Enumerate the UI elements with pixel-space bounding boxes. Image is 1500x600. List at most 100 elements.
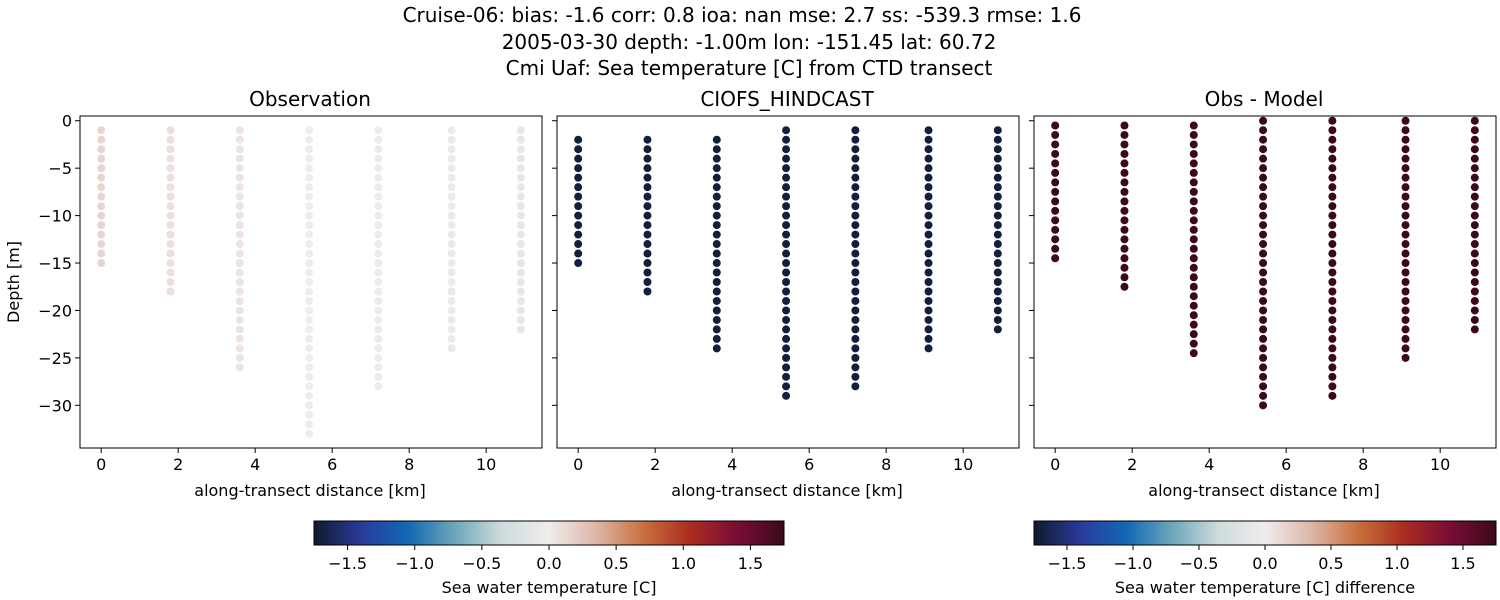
data-point	[643, 221, 652, 230]
colorbar-tick-label: 0.5	[603, 554, 628, 573]
data-point	[447, 164, 456, 173]
x-tick-label: 4	[727, 455, 737, 474]
data-point	[1120, 159, 1129, 168]
data-point	[1470, 287, 1479, 296]
data-point	[782, 240, 791, 249]
data-point	[166, 211, 175, 220]
data-point	[1259, 259, 1268, 268]
data-point	[1328, 116, 1337, 125]
data-point	[643, 202, 652, 211]
data-point	[782, 353, 791, 362]
data-point	[1051, 140, 1060, 149]
data-point	[1470, 202, 1479, 211]
data-point	[516, 154, 525, 163]
data-point	[447, 145, 456, 154]
data-point	[305, 325, 314, 334]
data-point	[235, 353, 244, 362]
data-point	[447, 325, 456, 334]
data-point	[516, 306, 525, 315]
data-point	[574, 164, 583, 173]
colorbar-label: Sea water temperature [C] difference	[1115, 578, 1415, 597]
colorbar-label: Sea water temperature [C]	[442, 578, 657, 597]
data-point	[374, 192, 383, 201]
data-point	[374, 372, 383, 381]
data-point	[851, 325, 860, 334]
data-point	[235, 259, 244, 268]
data-point	[97, 154, 106, 163]
data-point	[712, 268, 721, 277]
colorbar-tick-label: 0.5	[1318, 554, 1343, 573]
data-point	[993, 135, 1002, 144]
data-point	[851, 363, 860, 372]
data-point	[993, 230, 1002, 239]
data-point	[1259, 344, 1268, 353]
data-point	[1120, 149, 1129, 158]
x-axis-label: along-transect distance [km]	[1148, 481, 1379, 500]
data-point	[782, 154, 791, 163]
data-point	[924, 259, 933, 268]
data-point	[1328, 135, 1337, 144]
data-point	[235, 240, 244, 249]
data-point	[1259, 363, 1268, 372]
data-point	[1189, 216, 1198, 225]
data-point	[374, 135, 383, 144]
data-point	[1401, 183, 1410, 192]
data-point	[1259, 145, 1268, 154]
data-point	[1401, 230, 1410, 239]
data-point	[1401, 126, 1410, 135]
data-point	[97, 221, 106, 230]
data-point	[782, 306, 791, 315]
data-point	[1470, 296, 1479, 305]
figure-title-line-1: Cruise-06: bias: -1.6 corr: 0.8 ioa: nan…	[403, 3, 1082, 27]
data-point	[1259, 164, 1268, 173]
data-point	[1189, 292, 1198, 301]
data-point	[1259, 382, 1268, 391]
axis-ticks: 0 2 4 6 8 10	[1029, 120, 1450, 474]
panel-title: Obs - Model	[1205, 87, 1324, 111]
data-point	[782, 296, 791, 305]
data-point	[305, 278, 314, 286]
data-point	[1470, 135, 1479, 144]
data-point	[1051, 178, 1060, 187]
data-point	[1328, 259, 1337, 268]
data-points	[97, 126, 525, 438]
data-point	[374, 240, 383, 249]
data-point	[516, 202, 525, 211]
data-point	[1328, 344, 1337, 353]
data-point	[924, 325, 933, 334]
x-tick-label: 0	[573, 455, 583, 474]
data-point	[447, 230, 456, 239]
data-point	[851, 306, 860, 315]
data-point	[712, 344, 721, 353]
data-point	[235, 211, 244, 220]
data-point	[643, 268, 652, 277]
data-point	[1259, 353, 1268, 362]
data-point	[643, 278, 652, 286]
data-point	[305, 154, 314, 163]
data-point	[782, 278, 791, 286]
data-point	[924, 221, 933, 230]
data-point	[1259, 126, 1268, 135]
data-point	[1328, 287, 1337, 296]
data-point	[447, 249, 456, 258]
data-point	[1189, 349, 1198, 358]
data-point	[574, 259, 583, 268]
colorbar-tick-label: −0.5	[462, 554, 501, 573]
data-point	[851, 230, 860, 239]
data-point	[447, 306, 456, 315]
data-point	[782, 287, 791, 296]
data-point	[1328, 126, 1337, 135]
data-point	[851, 240, 860, 249]
data-point	[851, 211, 860, 220]
data-point	[235, 334, 244, 343]
data-point	[993, 145, 1002, 154]
data-point	[851, 334, 860, 343]
data-point	[166, 240, 175, 249]
data-point	[924, 287, 933, 296]
data-point	[782, 382, 791, 391]
data-point	[1470, 126, 1479, 135]
colorbar-tick-label: −0.5	[1180, 554, 1219, 573]
data-point	[235, 164, 244, 173]
data-point	[993, 164, 1002, 173]
